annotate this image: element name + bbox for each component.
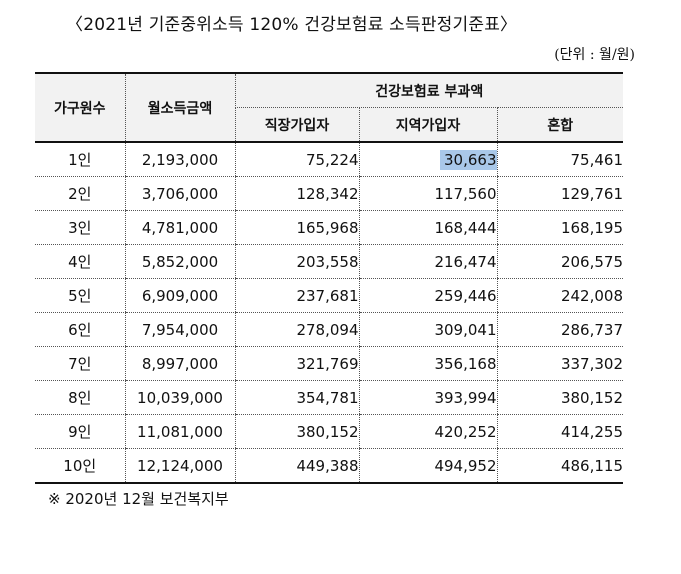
table-row: 7인 8,997,000 321,769 356,168 337,302 (35, 346, 623, 381)
mixed-premium-cell: 206,575 (496, 244, 623, 279)
header-mixed: 혼합 (496, 107, 623, 143)
employee-premium-cell: 75,224 (234, 142, 359, 177)
mixed-premium-cell: 129,761 (496, 176, 623, 211)
income-cell: 4,781,000 (124, 210, 235, 245)
selected-value-highlight[interactable]: 30,663 (440, 149, 497, 170)
table-row: 3인 4,781,000 165,968 168,444 168,195 (35, 210, 623, 245)
table-row: 2인 3,706,000 128,342 117,560 129,761 (35, 176, 623, 211)
household-cell: 5인 (35, 278, 125, 313)
header-income: 월소득금액 (124, 72, 235, 143)
income-cell: 5,852,000 (124, 244, 235, 279)
regional-premium-cell: 356,168 (358, 346, 497, 381)
table-row: 5인 6,909,000 237,681 259,446 242,008 (35, 278, 623, 313)
employee-premium-cell: 380,152 (234, 414, 359, 449)
employee-premium-cell: 321,769 (234, 346, 359, 381)
regional-premium-cell: 168,444 (358, 210, 497, 245)
regional-premium-cell: 216,474 (358, 244, 497, 279)
source-footnote: ※ 2020년 12월 보건복지부 (48, 490, 229, 508)
unit-note: (단위 : 월/원) (554, 47, 635, 63)
regional-premium-cell: 30,663 (358, 142, 497, 177)
employee-premium-cell: 278,094 (234, 312, 359, 347)
household-cell: 6인 (35, 312, 125, 347)
income-cell: 6,909,000 (124, 278, 235, 313)
household-cell: 7인 (35, 346, 125, 381)
mixed-premium-cell: 168,195 (496, 210, 623, 245)
regional-premium-cell: 259,446 (358, 278, 497, 313)
employee-premium-cell: 203,558 (234, 244, 359, 279)
income-cell: 11,081,000 (124, 414, 235, 449)
household-cell: 3인 (35, 210, 125, 245)
regional-premium-cell: 117,560 (358, 176, 497, 211)
table-row: 4인 5,852,000 203,558 216,474 206,575 (35, 244, 623, 279)
header-regional: 지역가입자 (358, 107, 497, 143)
income-cell: 10,039,000 (124, 380, 235, 415)
income-cell: 2,193,000 (124, 142, 235, 177)
mixed-premium-cell: 380,152 (496, 380, 623, 415)
income-cell: 3,706,000 (124, 176, 235, 211)
employee-premium-cell: 128,342 (234, 176, 359, 211)
document-title: 〈2021년 기준중위소득 120% 건강보험료 소득판정기준표〉 (66, 15, 518, 35)
income-cell: 7,954,000 (124, 312, 235, 347)
income-criteria-table: 가구원수 월소득금액 건강보험료 부과액 직장가입자 지역가입자 혼합 1인 2,… (35, 72, 623, 484)
mixed-premium-cell: 242,008 (496, 278, 623, 313)
mixed-premium-cell: 414,255 (496, 414, 623, 449)
mixed-premium-cell: 75,461 (496, 142, 623, 177)
regional-premium-cell: 420,252 (358, 414, 497, 449)
household-cell: 2인 (35, 176, 125, 211)
employee-premium-cell: 237,681 (234, 278, 359, 313)
mixed-premium-cell: 286,737 (496, 312, 623, 347)
table-row: 8인 10,039,000 354,781 393,994 380,152 (35, 380, 623, 415)
table-row: 1인 2,193,000 75,224 30,663 75,461 (35, 142, 623, 177)
table-row: 6인 7,954,000 278,094 309,041 286,737 (35, 312, 623, 347)
table-row: 9인 11,081,000 380,152 420,252 414,255 (35, 414, 623, 449)
header-premium-group: 건강보험료 부과액 (234, 72, 623, 108)
regional-premium-cell: 494,952 (358, 448, 497, 484)
household-cell: 10인 (35, 448, 125, 484)
household-cell: 9인 (35, 414, 125, 449)
mixed-premium-cell: 486,115 (496, 448, 623, 484)
regional-premium-cell: 309,041 (358, 312, 497, 347)
household-cell: 4인 (35, 244, 125, 279)
employee-premium-cell: 449,388 (234, 448, 359, 484)
table-row: 10인 12,124,000 449,388 494,952 486,115 (35, 448, 623, 484)
header-employee: 직장가입자 (234, 107, 359, 143)
household-cell: 8인 (35, 380, 125, 415)
header-household: 가구원수 (35, 72, 125, 143)
employee-premium-cell: 354,781 (234, 380, 359, 415)
income-cell: 12,124,000 (124, 448, 235, 484)
household-cell: 1인 (35, 142, 125, 177)
employee-premium-cell: 165,968 (234, 210, 359, 245)
regional-premium-cell: 393,994 (358, 380, 497, 415)
income-cell: 8,997,000 (124, 346, 235, 381)
mixed-premium-cell: 337,302 (496, 346, 623, 381)
